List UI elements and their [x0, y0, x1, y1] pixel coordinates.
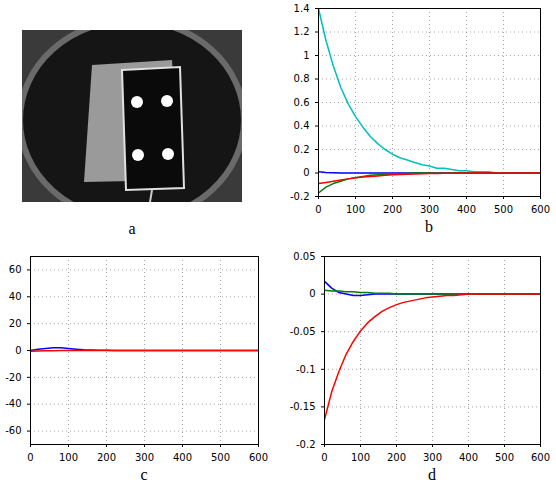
svg-text:-20: -20	[5, 372, 21, 383]
svg-text:600: 600	[531, 204, 550, 215]
svg-text:500: 500	[211, 452, 230, 463]
svg-text:0.05: 0.05	[293, 251, 315, 262]
svg-text:0: 0	[321, 452, 327, 463]
svg-text:1.2: 1.2	[294, 26, 310, 37]
svg-text:0.8: 0.8	[294, 73, 310, 84]
html-text:c: c	[140, 466, 148, 483]
svg-text:60: 60	[9, 264, 22, 275]
svg-text:1: 1	[303, 50, 309, 61]
svg-text:40: 40	[9, 291, 22, 302]
svg-text:0.6: 0.6	[294, 97, 310, 108]
svg-text:300: 300	[420, 204, 439, 215]
svg-text:600: 600	[531, 452, 550, 463]
html-text:b: b	[425, 218, 433, 235]
svg-text:-0.15: -0.15	[290, 401, 316, 412]
html-text:a: a	[128, 220, 136, 237]
html-text:d: d	[428, 466, 436, 483]
svg-text:0.2: 0.2	[294, 144, 310, 155]
svg-text:-0.2: -0.2	[296, 439, 316, 450]
svg-text:1.4: 1.4	[294, 3, 310, 14]
svg-text:0: 0	[15, 345, 21, 356]
svg-text:-0.2: -0.2	[290, 191, 310, 202]
svg-text:-0.05: -0.05	[290, 326, 316, 337]
svg-text:20: 20	[9, 318, 22, 329]
svg-text:0: 0	[303, 167, 309, 178]
svg-text:100: 100	[59, 452, 78, 463]
svg-text:600: 600	[249, 452, 268, 463]
svg-text:400: 400	[457, 204, 476, 215]
svg-text:-60: -60	[5, 425, 21, 436]
svg-text:200: 200	[387, 452, 406, 463]
svg-text:0: 0	[309, 288, 315, 299]
svg-text:-40: -40	[5, 398, 21, 409]
svg-text:100: 100	[346, 204, 365, 215]
svg-text:100: 100	[351, 452, 370, 463]
svg-text:500: 500	[494, 204, 513, 215]
svg-text:400: 400	[173, 452, 192, 463]
svg-text:0: 0	[315, 204, 321, 215]
svg-text:-0.1: -0.1	[296, 364, 316, 375]
svg-text:300: 300	[423, 452, 442, 463]
svg-text:200: 200	[97, 452, 116, 463]
svg-text:0: 0	[27, 452, 33, 463]
svg-text:200: 200	[383, 204, 402, 215]
svg-text:500: 500	[495, 452, 514, 463]
svg-text:0.4: 0.4	[294, 120, 310, 131]
svg-text:400: 400	[459, 452, 478, 463]
svg-text:300: 300	[135, 452, 154, 463]
